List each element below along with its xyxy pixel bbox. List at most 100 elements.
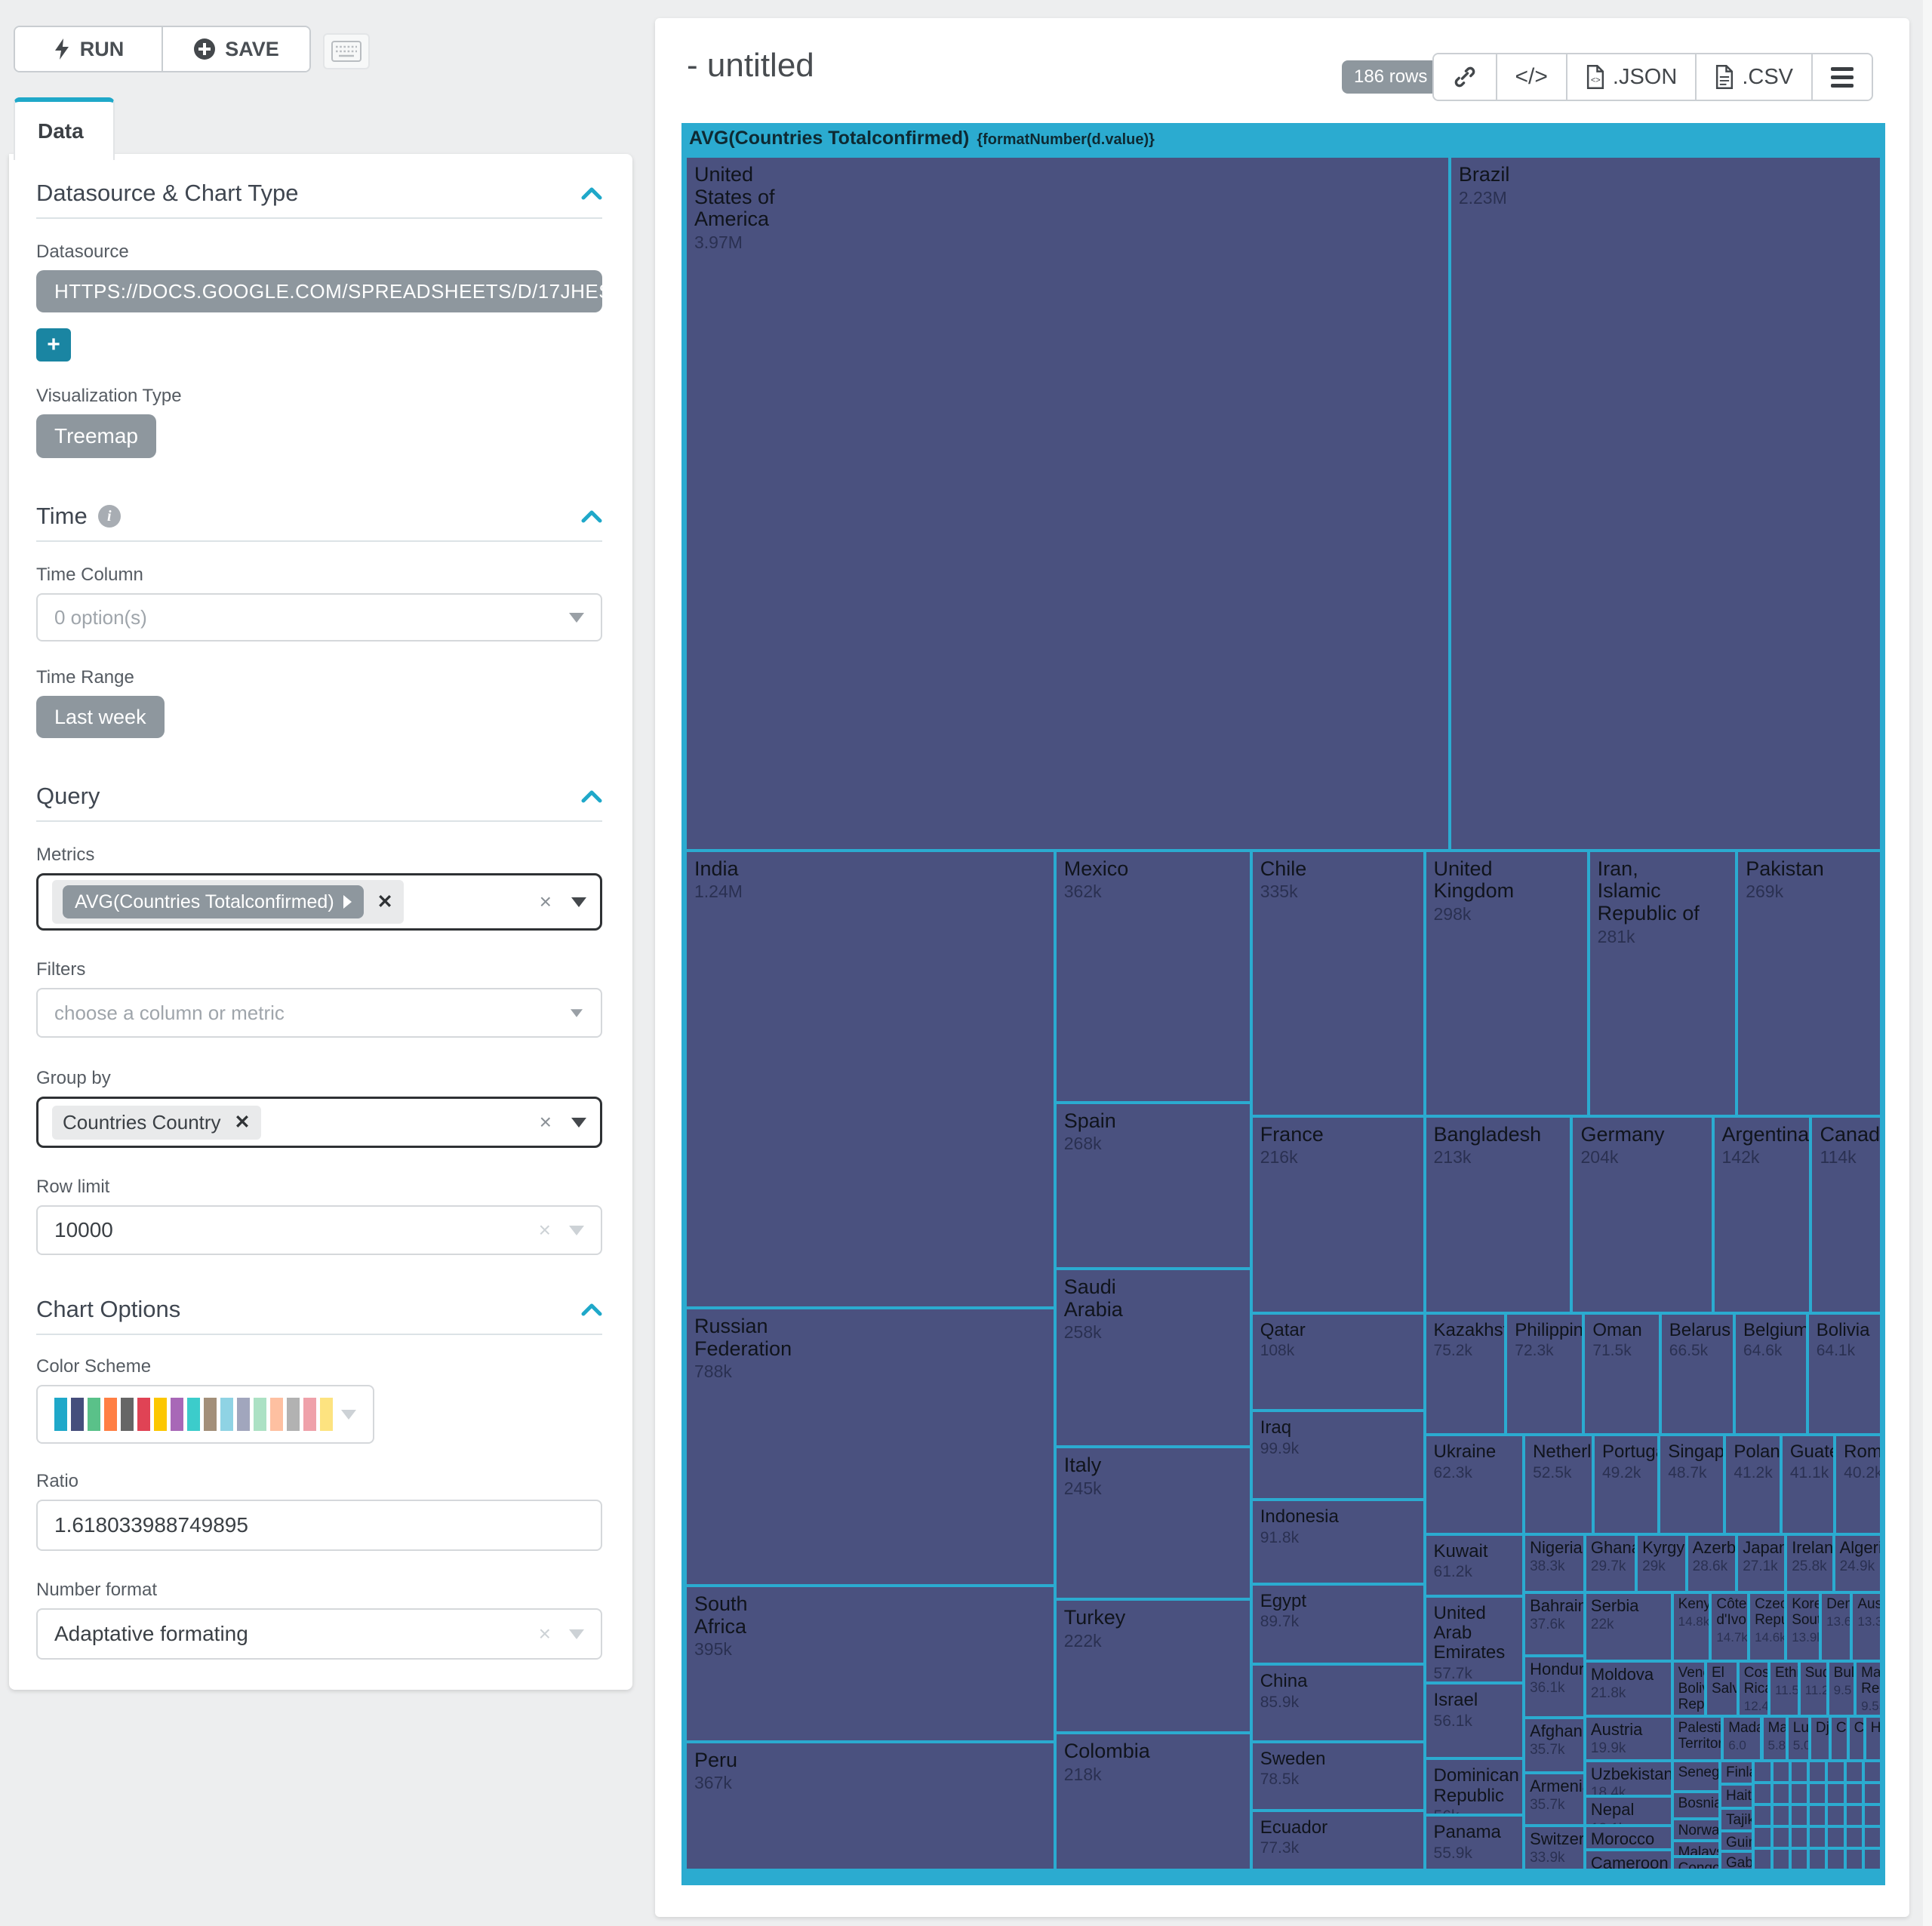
- section-datasource-header[interactable]: Datasource & Chart Type: [36, 180, 602, 207]
- metric-chip[interactable]: AVG(Countries Totalconfirmed) ✕: [52, 880, 404, 924]
- chevron-up-icon[interactable]: [581, 1303, 602, 1316]
- datasource-value-pill[interactable]: HTTPS://DOCS.GOOGLE.COM/SPREADSHEETS/D/1…: [36, 270, 602, 312]
- viz-type-value-pill[interactable]: Treemap: [36, 414, 157, 458]
- treemap-tile[interactable]: Argentina 142k: [1712, 1115, 1811, 1313]
- remove-groupby-icon[interactable]: ✕: [234, 1112, 251, 1133]
- time-range-value-pill[interactable]: Last week: [36, 696, 165, 738]
- treemap-mosaic-tile[interactable]: [1789, 1848, 1809, 1870]
- treemap-tile[interactable]: Afghanistan35.7k: [1524, 1717, 1585, 1773]
- treemap-tile[interactable]: Israel 56.1k: [1424, 1683, 1524, 1759]
- treemap-tile[interactable]: Algeria24.9k: [1833, 1534, 1881, 1593]
- treemap-mosaic-tile[interactable]: [1789, 1760, 1809, 1783]
- add-datasource-button[interactable]: +: [36, 328, 71, 362]
- treemap-tile[interactable]: Honduras36.1k: [1524, 1656, 1585, 1718]
- treemap-mosaic-tile[interactable]: [1863, 1782, 1881, 1804]
- embed-code-button[interactable]: </>: [1495, 54, 1566, 100]
- chevron-up-icon[interactable]: [581, 789, 602, 803]
- treemap-tile[interactable]: Korea, South13.9k: [1786, 1592, 1821, 1661]
- treemap-tile[interactable]: Qatar 108k: [1251, 1312, 1425, 1411]
- treemap-tile[interactable]: Uzbekistan 18.4k: [1584, 1760, 1672, 1797]
- treemap-tile[interactable]: Portugal49.2k: [1593, 1435, 1660, 1534]
- treemap-tile[interactable]: Colombia 218k: [1054, 1733, 1251, 1870]
- section-chart-options-header[interactable]: Chart Options: [36, 1296, 602, 1323]
- clear-all-icon[interactable]: ×: [539, 1110, 552, 1134]
- treemap-tile[interactable]: C: [1829, 1715, 1848, 1761]
- treemap-tile[interactable]: Kenya14.8k: [1672, 1592, 1711, 1661]
- export-csv-button[interactable]: .CSV: [1695, 54, 1811, 100]
- treemap-tile[interactable]: Dj: [1809, 1715, 1830, 1761]
- ratio-input[interactable]: 1.618033988749895: [36, 1500, 602, 1551]
- treemap-tile[interactable]: Nepal18.1k: [1584, 1796, 1672, 1826]
- treemap-mosaic-tile[interactable]: [1753, 1826, 1772, 1848]
- treemap-mosaic-tile[interactable]: [1826, 1826, 1845, 1848]
- treemap-tile[interactable]: Bulgaria9.5: [1827, 1660, 1856, 1716]
- color-scheme-select[interactable]: [36, 1385, 374, 1444]
- scrollbar[interactable]: [1923, 0, 1932, 1926]
- treemap-mosaic-tile[interactable]: [1771, 1804, 1790, 1826]
- treemap-tile[interactable]: France 216k: [1251, 1115, 1425, 1313]
- treemap-tile[interactable]: Venezuela, Bolivarian Republic13k: [1672, 1660, 1706, 1716]
- treemap-mosaic-tile[interactable]: [1863, 1804, 1881, 1826]
- treemap-mosaic-tile[interactable]: [1826, 1760, 1845, 1783]
- treemap-mosaic-tile[interactable]: [1753, 1848, 1772, 1870]
- treemap-tile[interactable]: Pakistan 269k: [1737, 850, 1881, 1116]
- tab-data[interactable]: Data: [14, 97, 115, 160]
- treemap-tile[interactable]: Azerbaijan28.6k: [1686, 1534, 1737, 1593]
- rowlimit-select[interactable]: 10000 ×: [36, 1205, 602, 1255]
- remove-metric-icon[interactable]: ✕: [377, 891, 393, 912]
- chevron-up-icon[interactable]: [581, 186, 602, 200]
- treemap-tile[interactable]: India 1.24M: [685, 850, 1055, 1309]
- treemap-tile[interactable]: Czech Republic14.6k: [1749, 1592, 1786, 1661]
- treemap-mosaic-tile[interactable]: [1771, 1782, 1790, 1804]
- treemap-mosaic-tile[interactable]: [1771, 1848, 1790, 1870]
- treemap-tile[interactable]: Saudi Arabia 258k: [1054, 1268, 1251, 1448]
- treemap-tile[interactable]: South Africa 395k: [685, 1586, 1055, 1742]
- menu-button[interactable]: [1811, 54, 1872, 100]
- treemap-tile[interactable]: Sudan11.2: [1798, 1660, 1828, 1716]
- treemap-tile[interactable]: Singapore48.7k: [1659, 1435, 1725, 1534]
- treemap-tile[interactable]: Peru 367k: [685, 1741, 1055, 1870]
- chevron-up-icon[interactable]: [581, 509, 602, 523]
- treemap-tile[interactable]: Switzerland33.9k: [1524, 1825, 1585, 1870]
- treemap-tile[interactable]: Philippines72.3k: [1506, 1312, 1584, 1435]
- treemap-tile[interactable]: Haiti: [1720, 1784, 1754, 1809]
- treemap-tile[interactable]: Guinea: [1720, 1830, 1754, 1852]
- treemap-tile[interactable]: Indonesia 91.8k: [1251, 1500, 1425, 1584]
- treemap-tile[interactable]: El Salvador: [1706, 1660, 1738, 1716]
- treemap-tile[interactable]: Tajikistan: [1720, 1808, 1754, 1831]
- treemap-tile[interactable]: Guatemala41.1k: [1780, 1435, 1835, 1534]
- treemap-tile[interactable]: Australia13.3: [1851, 1592, 1881, 1661]
- chart-title[interactable]: - untitled: [687, 47, 814, 84]
- treemap-mosaic-tile[interactable]: [1826, 1848, 1845, 1870]
- treemap-tile[interactable]: Côte d'Ivoire14.7k: [1710, 1592, 1749, 1661]
- treemap-tile[interactable]: United Arab Emirates 57.7k: [1424, 1595, 1524, 1684]
- treemap-tile[interactable]: Iran, Islamic Republic of 281k: [1588, 850, 1737, 1116]
- share-link-button[interactable]: [1433, 54, 1496, 100]
- treemap-mosaic-tile[interactable]: [1789, 1782, 1809, 1804]
- groupby-chip[interactable]: Countries Country ✕: [52, 1105, 261, 1140]
- treemap-tile[interactable]: Malaysia: [1672, 1841, 1721, 1857]
- treemap-tile[interactable]: Ukraine 62.3k: [1424, 1435, 1524, 1534]
- treemap-tile[interactable]: Lu 5.0: [1786, 1715, 1810, 1761]
- treemap-tile[interactable]: Ma 5.8: [1761, 1715, 1787, 1761]
- treemap-tile[interactable]: Ha: [1864, 1715, 1881, 1761]
- time-column-select[interactable]: 0 option(s): [36, 593, 602, 641]
- treemap-mosaic-tile[interactable]: [1789, 1804, 1809, 1826]
- treemap-mosaic-tile[interactable]: [1753, 1782, 1772, 1804]
- clear-icon[interactable]: ×: [538, 1218, 551, 1241]
- keyboard-shortcuts-button[interactable]: [323, 33, 370, 69]
- treemap-tile[interactable]: Bolivia 64.1k: [1807, 1312, 1881, 1435]
- treemap-tile[interactable]: Chile 335k: [1251, 850, 1425, 1116]
- treemap-tile[interactable]: Germany 204k: [1571, 1115, 1713, 1313]
- metrics-select[interactable]: AVG(Countries Totalconfirmed) ✕ ×: [36, 873, 602, 931]
- treemap-tile[interactable]: Costa Rica12.4: [1737, 1660, 1769, 1716]
- treemap-tile[interactable]: Iraq 99.9k: [1251, 1411, 1425, 1500]
- treemap-tile[interactable]: Russian Federation 788k: [685, 1308, 1055, 1586]
- treemap-tile[interactable]: Ethiopia11.5: [1769, 1660, 1799, 1716]
- treemap-tile[interactable]: C: [1847, 1715, 1865, 1761]
- treemap-mosaic-tile[interactable]: [1808, 1782, 1827, 1804]
- treemap-tile[interactable]: Ma Re9.55: [1855, 1660, 1881, 1716]
- treemap-tile[interactable]: Cameroon16.5k: [1584, 1849, 1672, 1870]
- treemap-mosaic-tile[interactable]: [1753, 1804, 1772, 1826]
- treemap-tile[interactable]: Belgium 64.6k: [1734, 1312, 1807, 1435]
